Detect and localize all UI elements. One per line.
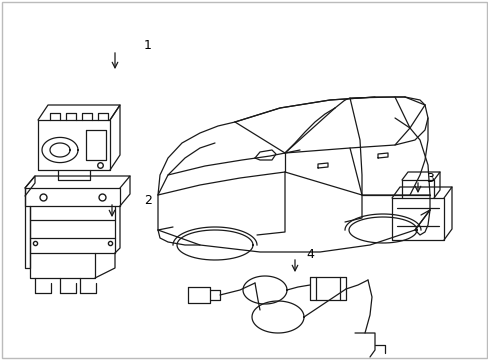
Text: 4: 4 [305,248,313,261]
Text: 2: 2 [144,194,152,207]
Text: 3: 3 [425,171,433,185]
Text: 1: 1 [144,39,152,51]
